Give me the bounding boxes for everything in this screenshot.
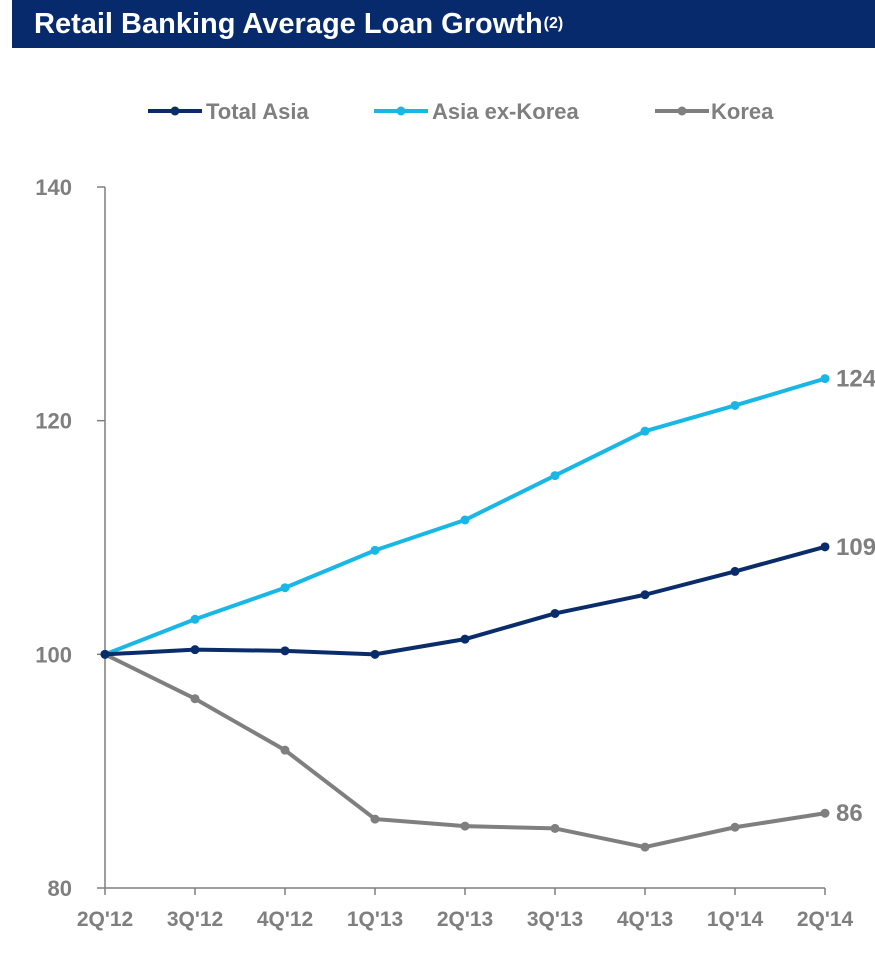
data-point (190, 614, 200, 624)
legend-item: Total Asia (148, 99, 309, 124)
legend-marker (170, 106, 180, 116)
data-point (190, 694, 200, 704)
legend-marker (396, 106, 406, 116)
end-labels: 109 124 86 (836, 366, 875, 828)
x-tick-label: 2Q'13 (437, 908, 493, 931)
data-point (370, 814, 380, 824)
x-tick-label: 4Q'12 (257, 908, 313, 931)
data-point (730, 822, 740, 832)
data-point (640, 590, 650, 600)
data-point (820, 542, 830, 552)
data-point (280, 583, 290, 593)
legend-item: Korea (655, 99, 774, 124)
data-point (640, 842, 650, 852)
x-tick-label: 2Q'14 (797, 908, 854, 931)
data-point (550, 608, 560, 618)
legend: Total Asia Asia ex-Korea Korea (148, 99, 774, 124)
data-point (820, 808, 830, 818)
x-tick-label: 3Q'12 (167, 908, 223, 931)
title-footnote: (2) (543, 15, 564, 32)
data-point (730, 566, 740, 576)
series-line (104, 652, 826, 850)
data-point (280, 646, 290, 656)
legend-label: Total Asia (206, 99, 309, 124)
data-point (820, 374, 830, 384)
x-tick-label: 2Q'12 (77, 908, 133, 931)
legend-marker (677, 106, 687, 116)
series-total-asia (100, 542, 830, 659)
x-tick-label: 4Q'13 (617, 908, 673, 931)
data-point (190, 645, 200, 655)
data-point (460, 634, 470, 644)
y-tick-label: 80 (48, 876, 72, 901)
data-point (730, 400, 740, 410)
axes: 80 100 120 140 2Q'12 3Q'12 4Q'12 1Q'13 2Q'13 3Q'1… (35, 175, 853, 931)
legend-label: Korea (711, 99, 774, 124)
data-point (370, 649, 380, 659)
data-point (460, 515, 470, 525)
legend-label: Asia ex-Korea (432, 99, 580, 124)
series-group (100, 374, 830, 852)
data-point (550, 823, 560, 833)
data-point (460, 821, 470, 831)
data-point (370, 545, 380, 555)
chart-title-text: Retail Banking Average Loan Growth (34, 7, 543, 40)
y-tick-label: 100 (35, 642, 72, 667)
data-point (280, 745, 290, 755)
end-value-label: 124 (836, 366, 875, 393)
x-tick-label: 1Q'14 (707, 908, 764, 931)
series-korea (100, 649, 830, 852)
y-tick-label: 120 (35, 409, 72, 434)
x-tick-label: 3Q'13 (527, 908, 583, 931)
end-value-label: 86 (836, 800, 863, 827)
end-value-label: 109 (836, 534, 875, 561)
series-asia-ex-korea (100, 374, 830, 659)
data-point (100, 649, 110, 659)
chart-title: Retail Banking Average Loan Growth (2) (12, 0, 875, 48)
y-tick-label: 140 (35, 175, 72, 200)
x-tick-label: 1Q'13 (347, 908, 403, 931)
legend-item: Asia ex-Korea (374, 99, 580, 124)
data-point (550, 471, 560, 481)
data-point (640, 426, 650, 436)
